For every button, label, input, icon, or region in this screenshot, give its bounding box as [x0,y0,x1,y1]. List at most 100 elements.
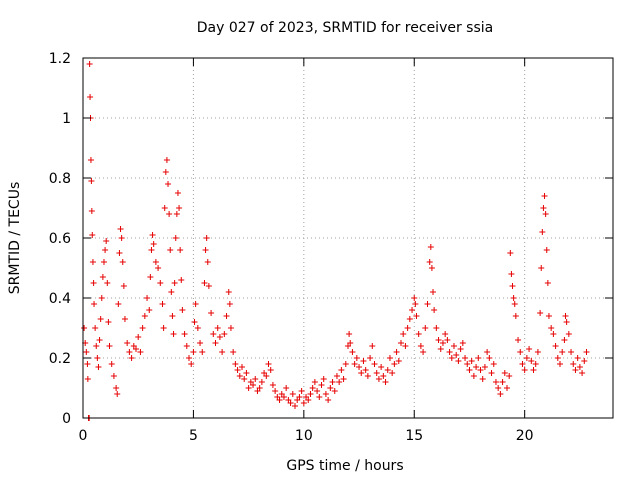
data-point [362,367,369,373]
data-point [386,355,393,361]
data-point [186,355,192,361]
data-point [296,394,303,400]
data-point [191,319,198,325]
data-point [545,313,552,319]
x-axis-title: GPS time / hours [286,458,403,474]
x-tick-label: 15 [405,428,423,444]
data-point [568,349,575,355]
data-point [113,385,120,391]
data-point [364,373,371,379]
data-point [84,376,91,382]
data-point [581,358,588,364]
data-point [353,355,360,361]
data-point [358,370,365,376]
data-point [210,331,217,337]
data-point [150,241,157,247]
data-point [163,157,170,163]
data-point [510,295,517,301]
data-points [81,61,590,421]
data-point [548,325,555,331]
data-point [276,397,283,403]
data-point [430,289,437,295]
y-tick-label: 1.2 [49,51,71,67]
data-point [466,367,473,373]
data-point [488,370,495,376]
data-point [219,349,226,355]
data-point [106,343,113,349]
data-point [424,301,431,307]
data-point [272,388,279,394]
data-point [477,367,484,373]
data-point [375,376,382,382]
data-point [451,343,457,349]
data-point [226,301,233,307]
data-point [102,247,109,253]
data-point [333,373,340,379]
data-point [507,250,514,256]
data-point [544,280,551,286]
data-point [509,283,516,289]
data-point [227,325,234,331]
data-point [120,283,127,289]
data-point [576,364,583,370]
x-tick-label: 5 [189,428,198,444]
data-point [550,331,557,337]
data-point [133,346,139,352]
data-point [108,361,115,367]
data-point [126,349,133,355]
data-point [221,331,228,337]
data-point [114,391,121,397]
data-point [110,373,117,379]
data-point [417,343,424,349]
data-point [552,343,559,349]
data-point [170,331,177,337]
data-point [431,307,438,313]
data-point [457,346,464,352]
x-tick-label: 20 [516,428,534,444]
data-point [205,283,212,289]
data-point [400,331,407,337]
data-point [347,340,354,346]
data-point [426,259,433,265]
data-point [517,349,524,355]
data-point [389,370,396,376]
data-point [177,247,184,253]
data-point [519,361,526,367]
data-point [570,361,577,367]
data-point [171,280,178,286]
data-point [305,397,312,403]
data-point [446,349,453,355]
data-point [325,397,332,403]
data-point [541,193,548,199]
data-point [121,316,128,322]
data-point [137,349,144,355]
data-point [433,325,440,331]
data-point [322,391,329,397]
data-point [91,301,98,307]
data-point [104,280,111,286]
data-point [473,364,480,370]
data-point [181,331,188,337]
data-point [371,361,378,367]
data-point [283,385,290,391]
data-point [406,316,413,322]
data-point [413,313,420,319]
data-point [144,295,151,301]
data-point [572,367,579,373]
data-point [165,181,172,187]
data-point [265,361,272,367]
data-point [139,325,146,331]
data-point [501,370,508,376]
y-tick-label: 0.6 [49,231,71,247]
data-point [320,376,327,382]
data-point [124,340,131,346]
data-point [309,385,316,391]
data-point [329,379,336,385]
data-point [234,367,241,373]
data-point [87,94,94,100]
data-point [497,391,504,397]
data-point [327,385,334,391]
data-point [141,313,148,319]
data-point [97,316,104,322]
data-point [336,379,343,385]
